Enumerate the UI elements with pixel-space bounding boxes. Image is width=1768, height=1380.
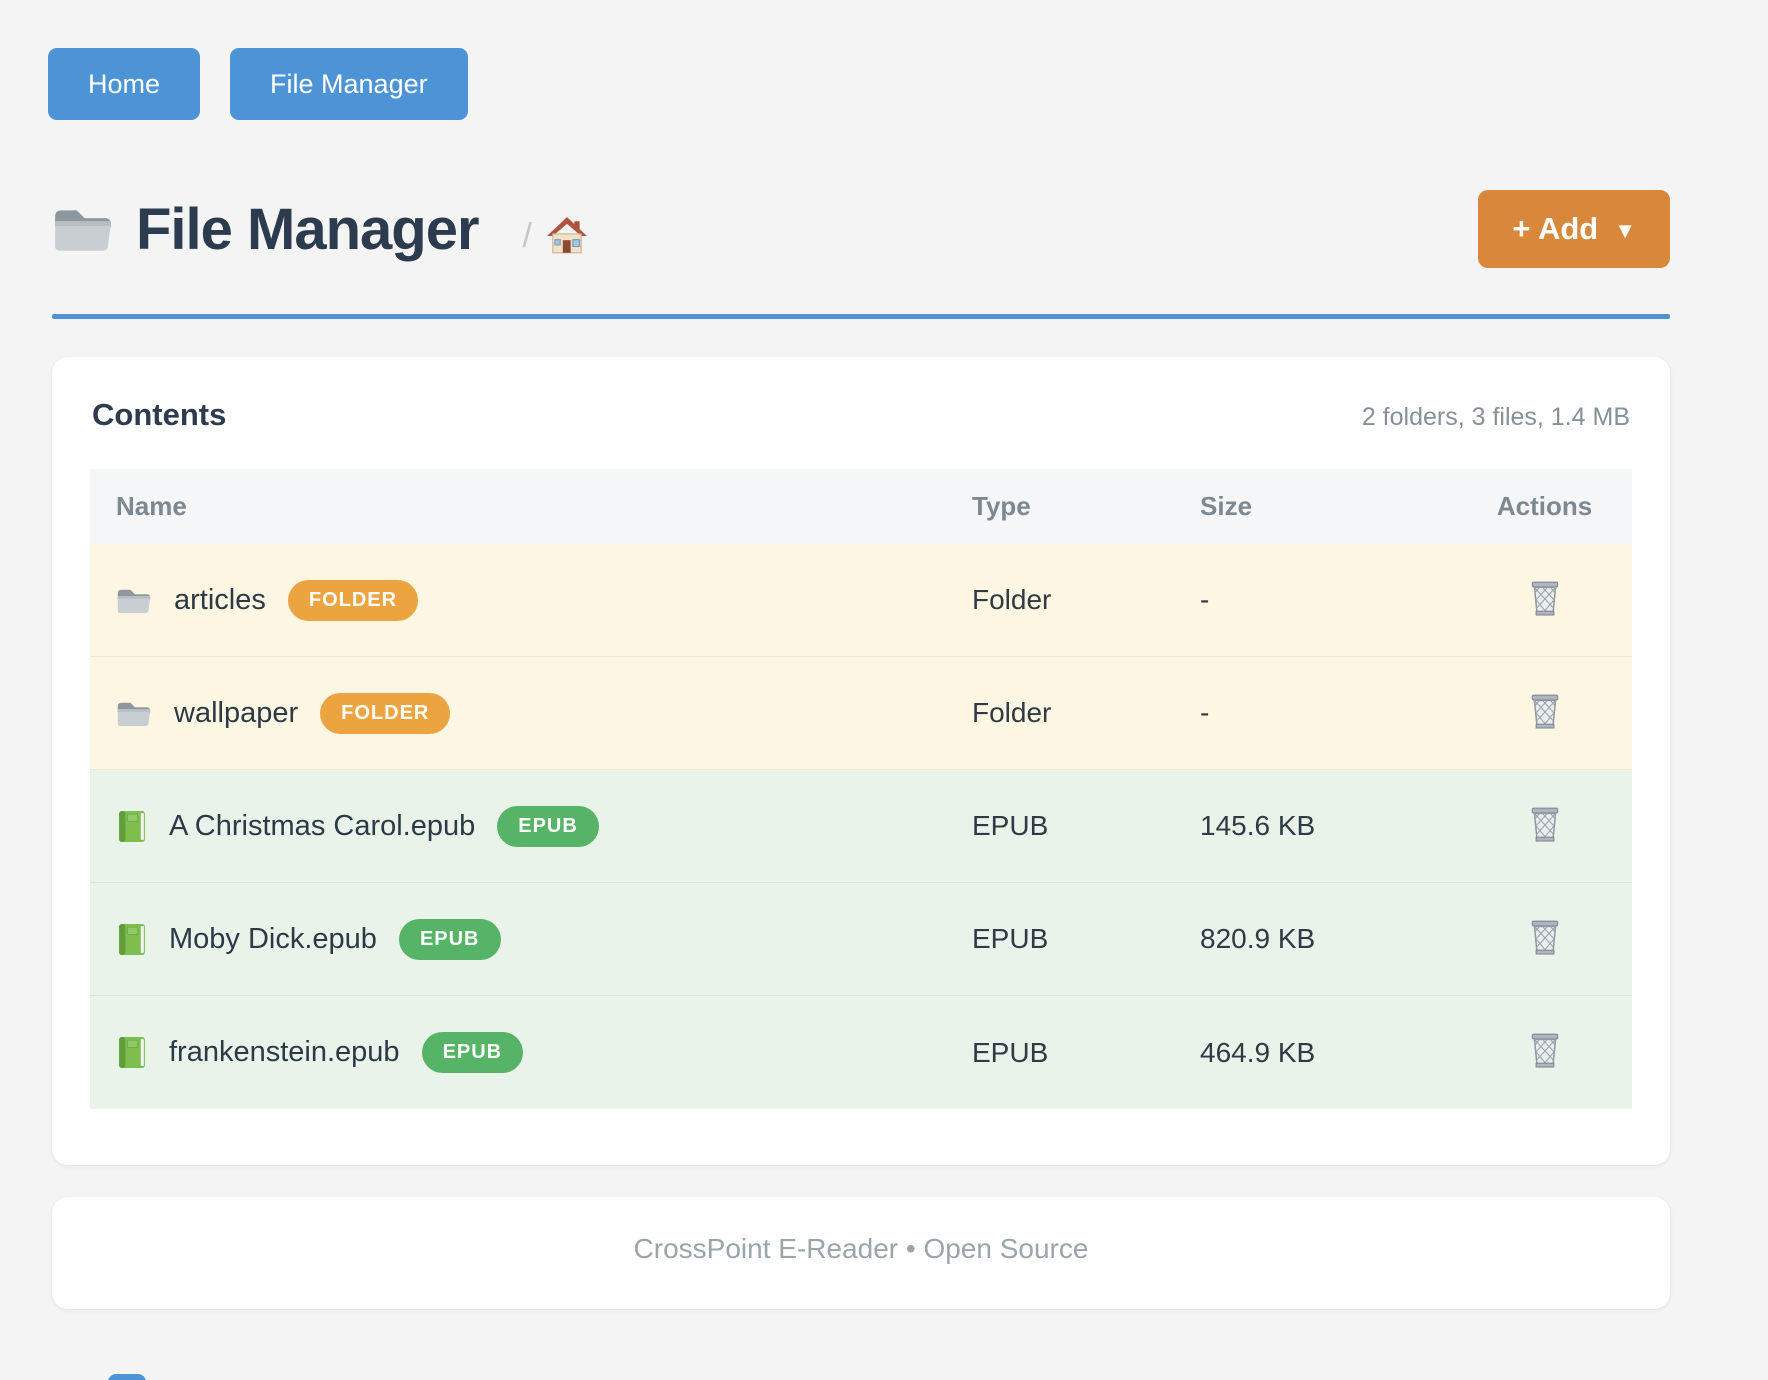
size-cell: 464.9 KB — [1200, 1036, 1316, 1068]
book-icon — [116, 1035, 147, 1070]
book-icon — [116, 809, 147, 844]
type-cell: EPUB — [972, 923, 1049, 954]
type-cell: EPUB — [972, 1036, 1049, 1068]
size-cell: - — [1200, 697, 1210, 728]
home-button[interactable]: Home — [48, 48, 201, 120]
column-header-actions: Actions — [1496, 491, 1593, 521]
table-row: A Christmas Carol.epub EPUB EPUB 145.6 K… — [90, 770, 1632, 883]
house-icon[interactable] — [546, 215, 588, 257]
trash-icon — [1527, 805, 1563, 843]
trash-icon — [1527, 579, 1563, 617]
file-name[interactable]: Moby Dick.epub — [169, 922, 377, 955]
epub-badge: EPUB — [497, 805, 599, 847]
add-button[interactable]: + Add ▼ — [1478, 190, 1670, 268]
table-row: Moby Dick.epub EPUB EPUB 820.9 KB — [90, 883, 1632, 996]
trash-icon — [1527, 692, 1563, 730]
page-header: File Manager / + Add ▼ — [52, 190, 1670, 268]
type-cell: EPUB — [972, 810, 1049, 841]
file-name[interactable]: frankenstein.epub — [169, 1036, 400, 1068]
contents-title: Contents — [92, 397, 227, 432]
add-button-label: + Add — [1512, 211, 1599, 246]
table-row: wallpaper FOLDER Folder - — [90, 657, 1632, 770]
folder-icon — [52, 204, 114, 254]
file-name[interactable]: articles — [174, 583, 266, 616]
epub-badge: EPUB — [421, 1032, 524, 1073]
epub-badge: EPUB — [398, 918, 501, 960]
size-cell: - — [1200, 584, 1210, 615]
contents-card: Contents 2 folders, 3 files, 1.4 MB Name… — [52, 357, 1670, 1165]
breadcrumb-separator: / — [522, 216, 532, 255]
file-name[interactable]: wallpaper — [174, 696, 299, 729]
file-manager-button[interactable]: File Manager — [230, 48, 468, 120]
folder-badge: FOLDER — [320, 692, 451, 734]
trash-icon — [1527, 918, 1563, 956]
partial-button-bottom-edge — [108, 1374, 146, 1380]
delete-button[interactable] — [1527, 1031, 1563, 1069]
type-cell: Folder — [972, 697, 1052, 728]
delete-button[interactable] — [1527, 805, 1563, 843]
contents-summary: 2 folders, 3 files, 1.4 MB — [1361, 403, 1630, 431]
file-table: Name Type Size Actions articles FOLDER F… — [90, 469, 1632, 1109]
trash-icon — [1527, 1031, 1563, 1069]
top-nav: Home File Manager — [48, 0, 1670, 120]
footer-text: CrossPoint E-Reader • Open Source — [633, 1233, 1089, 1264]
file-name[interactable]: A Christmas Carol.epub — [169, 809, 476, 842]
folder-badge: FOLDER — [287, 579, 419, 621]
column-header-name: Name — [116, 491, 187, 521]
chevron-down-icon: ▼ — [1614, 218, 1636, 243]
table-row: articles FOLDER Folder - — [90, 544, 1632, 657]
column-header-size: Size — [1200, 491, 1253, 521]
table-row: frankenstein.epub EPUB EPUB 464.9 KB — [90, 996, 1632, 1109]
page-title: File Manager — [136, 196, 480, 262]
header-divider — [52, 314, 1670, 319]
folder-icon — [116, 586, 152, 615]
page: Home File Manager File Manager / + Add ▼… — [48, 0, 1670, 1309]
delete-button[interactable] — [1527, 692, 1563, 730]
delete-button[interactable] — [1527, 579, 1563, 617]
folder-icon — [116, 699, 152, 728]
book-icon — [116, 922, 147, 957]
size-cell: 145.6 KB — [1200, 810, 1316, 841]
breadcrumb: / — [523, 215, 588, 257]
column-header-type: Type — [972, 491, 1031, 521]
delete-button[interactable] — [1527, 918, 1563, 956]
size-cell: 820.9 KB — [1200, 923, 1316, 954]
footer: CrossPoint E-Reader • Open Source — [52, 1197, 1670, 1309]
type-cell: Folder — [972, 584, 1052, 615]
table-header-row: Name Type Size Actions — [90, 469, 1632, 544]
